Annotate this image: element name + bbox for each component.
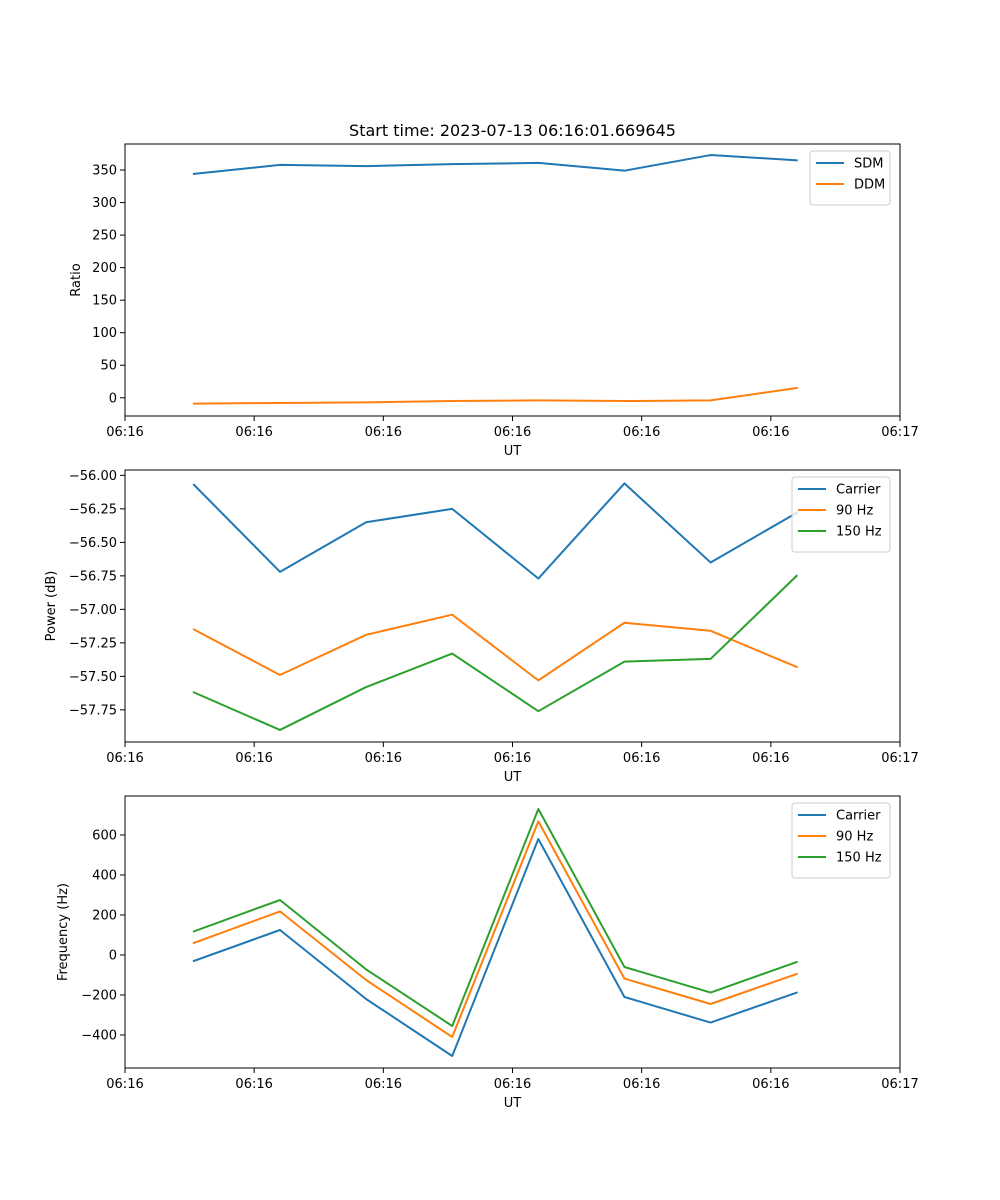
- legend-label: SDM: [854, 157, 883, 172]
- series-line-90-hz: [192, 820, 798, 1038]
- x-tick-label: 06:16: [106, 425, 143, 440]
- y-tick-label: −200: [81, 989, 117, 1004]
- y-tick-label: 350: [92, 164, 117, 179]
- y-tick-label: 50: [100, 359, 117, 374]
- y-tick-label: 0: [109, 949, 117, 964]
- legend-box: [791, 802, 891, 879]
- x-tick-label: 06:16: [752, 425, 789, 440]
- x-tick-label: 06:16: [106, 751, 143, 766]
- y-tick-label: 300: [92, 196, 117, 211]
- series-line-150-hz: [192, 574, 799, 731]
- x-tick-label: 06:16: [623, 1077, 660, 1092]
- y-tick-label: −57.50: [69, 670, 117, 685]
- y-tick-label: −57.00: [69, 603, 117, 618]
- y-axis-label: Power (dB): [44, 571, 59, 642]
- y-tick-label: 0: [109, 391, 117, 406]
- legend-label: 90 Hz: [836, 830, 873, 845]
- x-tick-label: 06:16: [235, 751, 272, 766]
- legend-label: 150 Hz: [836, 851, 882, 866]
- chart-title: Start time: 2023-07-13 06:16:01.669645: [349, 121, 676, 140]
- legend-box: [809, 150, 891, 206]
- x-tick-label: 06:16: [235, 425, 272, 440]
- series-line-150-hz: [192, 808, 798, 1027]
- x-axis-label: UT: [504, 444, 522, 459]
- x-tick-label: 06:17: [881, 751, 918, 766]
- y-tick-label: 250: [92, 229, 117, 244]
- series-line-90-hz: [192, 613, 798, 682]
- series-line-carrier: [192, 838, 798, 1057]
- y-tick-label: −56.25: [69, 502, 117, 517]
- x-tick-label: 06:17: [881, 1077, 918, 1092]
- x-tick-label: 06:17: [881, 425, 918, 440]
- y-tick-label: 150: [92, 294, 117, 309]
- x-axis-label: UT: [504, 1096, 522, 1111]
- x-tick-label: 06:16: [235, 1077, 272, 1092]
- y-tick-label: −57.75: [69, 703, 117, 718]
- x-tick-label: 06:16: [494, 1077, 531, 1092]
- legend-box: [791, 476, 891, 553]
- y-tick-label: 400: [92, 869, 117, 884]
- legend-label: 150 Hz: [836, 525, 882, 540]
- axes-frame: [124, 469, 901, 743]
- y-tick-label: 200: [92, 261, 117, 276]
- series-line-carrier: [192, 482, 799, 580]
- x-tick-label: 06:16: [752, 1077, 789, 1092]
- y-axis-label: Frequency (Hz): [56, 883, 71, 981]
- x-tick-label: 06:16: [494, 425, 531, 440]
- y-axis-label: Ratio: [69, 263, 84, 296]
- x-tick-label: 06:16: [365, 1077, 402, 1092]
- subplot-1: Start time: 2023-07-13 06:16:01.669645 06…: [69, 121, 919, 459]
- y-tick-label: −57.25: [69, 636, 117, 651]
- x-tick-label: 06:16: [365, 751, 402, 766]
- y-tick-label: −400: [81, 1029, 117, 1044]
- legend: Carrier 90 Hz 150 Hz: [791, 802, 891, 879]
- y-tick-label: 100: [92, 326, 117, 341]
- y-tick-label: 200: [92, 909, 117, 924]
- legend-label: DDM: [854, 178, 885, 193]
- legend: Carrier 90 Hz 150 Hz: [791, 476, 891, 553]
- x-tick-label: 06:16: [365, 425, 402, 440]
- y-tick-label: −56.50: [69, 536, 117, 551]
- subplot-2: 06:16 06:16 06:16 06:16 06:16 06:16 06:17 −57.7…: [44, 469, 919, 785]
- x-axis-label: UT: [504, 770, 522, 785]
- y-tick-label: −56.00: [69, 469, 117, 484]
- series-line-ddm: [192, 386, 798, 405]
- legend: SDM DDM: [809, 150, 891, 206]
- x-tick-label: 06:16: [494, 751, 531, 766]
- y-tick-label: −56.75: [69, 569, 117, 584]
- x-tick-label: 06:16: [752, 751, 789, 766]
- axes-frame: [124, 143, 901, 417]
- axes-frame: [124, 795, 901, 1069]
- legend-label: 90 Hz: [836, 504, 873, 519]
- x-tick-label: 06:16: [623, 425, 660, 440]
- series-line-sdm: [192, 154, 798, 176]
- legend-label: Carrier: [836, 809, 881, 824]
- legend-label: Carrier: [836, 483, 881, 498]
- y-tick-label: 600: [92, 829, 117, 844]
- x-tick-label: 06:16: [623, 751, 660, 766]
- subplot-3: 06:16 06:16 06:16 06:16 06:16 06:16 06:17 −400 −…: [56, 795, 919, 1111]
- x-tick-label: 06:16: [106, 1077, 143, 1092]
